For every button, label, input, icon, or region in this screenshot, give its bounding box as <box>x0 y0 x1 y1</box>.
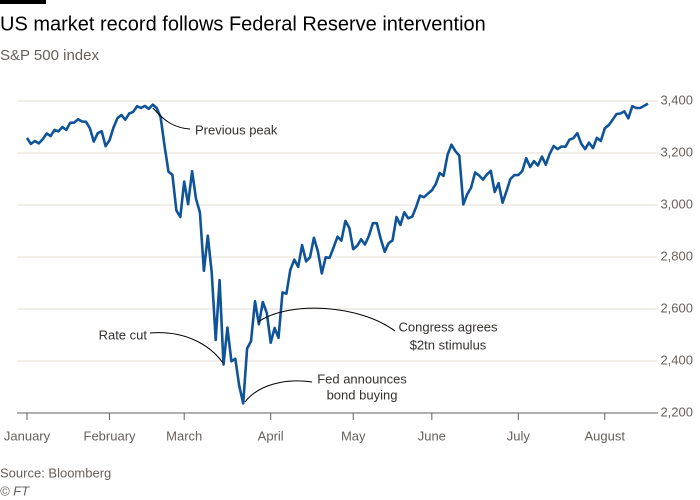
annotation: Fed announces <box>317 371 407 386</box>
annotation: $2tn stimulus <box>410 337 487 352</box>
annotation: Previous peak <box>195 122 278 137</box>
y-tick-label: 3,200 <box>660 144 693 159</box>
y-tick-label: 3,000 <box>660 196 693 211</box>
leader <box>257 307 396 332</box>
leader <box>244 380 313 403</box>
x-tick-label: July <box>507 428 531 443</box>
y-tick-label: 3,400 <box>660 92 693 107</box>
x-tick-label: March <box>166 428 202 443</box>
leader <box>149 332 224 364</box>
grid: 2,200 2,400 2,600 2,800 3,000 3,200 3,400 Janua… <box>4 92 693 443</box>
y-tick-label: 2,600 <box>660 300 693 315</box>
chart-title: US market record follows Federal Reserve… <box>0 13 486 35</box>
annotation: Rate cut <box>99 327 148 342</box>
leader <box>152 107 191 130</box>
y-tick-label: 2,200 <box>660 404 693 419</box>
chart-subtitle: S&P 500 index <box>0 47 99 64</box>
source: Source: Bloomberg <box>0 465 111 480</box>
plot <box>25 102 649 405</box>
series-line <box>25 102 649 405</box>
x-tick-label: June <box>418 428 446 443</box>
x-tick-label: May <box>341 428 366 443</box>
x-tick-label: August <box>585 428 626 443</box>
x-tick-label: April <box>258 428 284 443</box>
y-tick-label: 2,400 <box>660 352 693 367</box>
annotation-leaders <box>149 107 396 403</box>
annotation: Congress agrees <box>399 319 498 334</box>
y-tick-label: 2,800 <box>660 248 693 263</box>
copyright: © FT <box>0 483 30 498</box>
annotation: bond buying <box>327 387 398 402</box>
brand-bar <box>0 0 46 4</box>
x-tick-label: January <box>4 428 51 443</box>
x-tick-label: February <box>84 428 137 443</box>
